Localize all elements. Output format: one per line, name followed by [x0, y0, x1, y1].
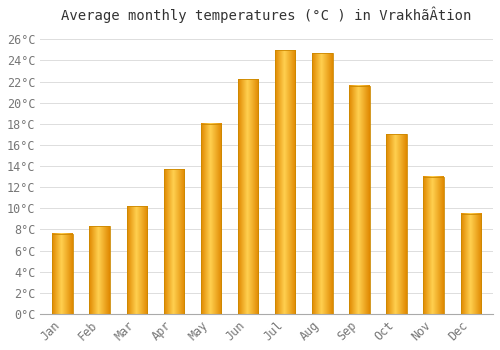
- Bar: [164, 169, 184, 314]
- Bar: [386, 134, 407, 314]
- Title: Average monthly temperatures (°C ) in VrakhãÂtion: Average monthly temperatures (°C ) in Vr…: [62, 7, 472, 23]
- Bar: [460, 214, 481, 314]
- Bar: [424, 177, 444, 314]
- Bar: [350, 86, 370, 314]
- Bar: [52, 234, 73, 314]
- Bar: [126, 206, 147, 314]
- Bar: [201, 124, 221, 314]
- Bar: [238, 79, 258, 314]
- Bar: [90, 226, 110, 314]
- Bar: [275, 50, 295, 314]
- Bar: [312, 53, 332, 314]
